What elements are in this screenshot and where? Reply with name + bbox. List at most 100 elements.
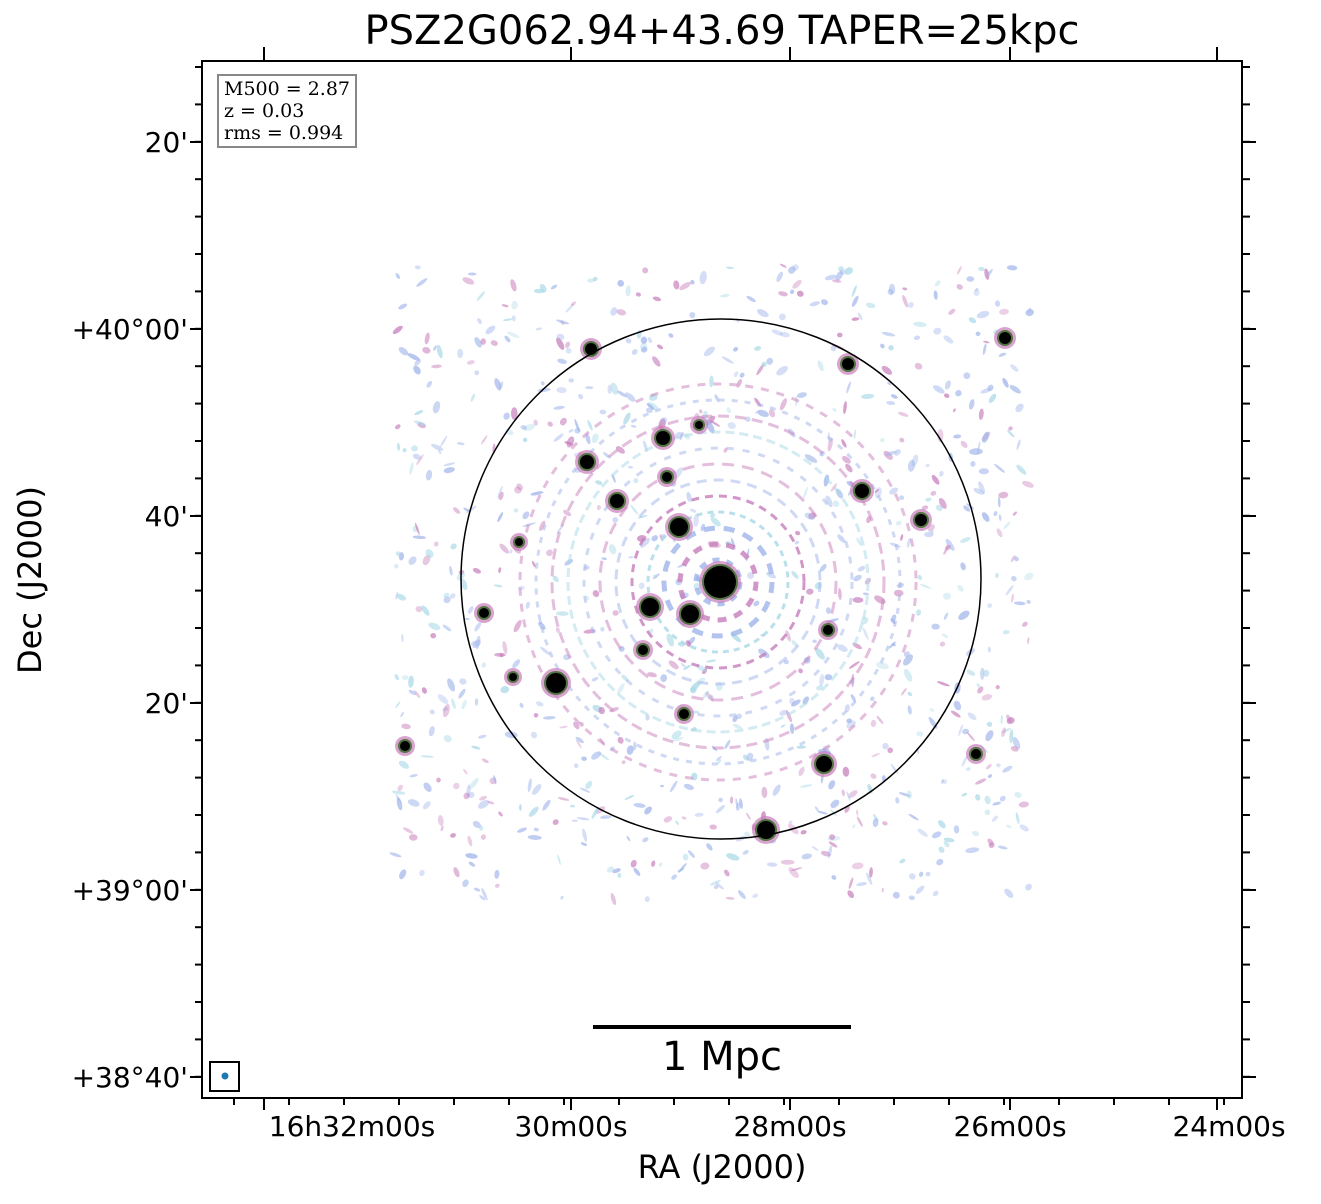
noise-speckle <box>900 534 904 541</box>
noise-speckle <box>819 563 827 572</box>
noise-speckle <box>530 731 538 739</box>
noise-speckle <box>846 381 851 394</box>
noise-speckle <box>933 385 945 394</box>
noise-speckle <box>843 401 847 415</box>
noise-speckle <box>987 838 994 846</box>
noise-speckle <box>723 447 728 453</box>
noise-speckle <box>1022 480 1034 488</box>
noise-speckle <box>660 417 668 424</box>
noise-speckle <box>580 842 588 846</box>
noise-speckle <box>414 359 422 366</box>
source-core <box>656 431 670 445</box>
noise-speckle <box>1001 728 1011 734</box>
noise-speckle <box>732 715 738 723</box>
noise-speckle <box>958 610 970 620</box>
rms-value: rms = 0.994 <box>224 122 344 144</box>
noise-speckle <box>958 724 963 737</box>
noise-speckle <box>428 622 441 630</box>
noise-speckle <box>478 799 490 809</box>
noise-speckle <box>999 308 1009 315</box>
noise-speckle <box>916 731 924 737</box>
source-core <box>915 514 927 526</box>
noise-speckle <box>397 784 403 792</box>
noise-speckle <box>720 293 730 298</box>
noise-speckle <box>892 891 900 899</box>
noise-speckle <box>576 817 590 821</box>
noise-speckle <box>865 302 876 309</box>
noise-speckle <box>1016 439 1021 450</box>
noise-speckle <box>628 556 634 559</box>
noise-speckle <box>467 606 474 614</box>
noise-speckle <box>462 277 475 285</box>
noise-speckle <box>389 852 402 858</box>
noise-speckle <box>471 745 481 750</box>
noise-speckle <box>1006 265 1018 271</box>
x-tick-label: 30m00s <box>514 1110 627 1143</box>
noise-speckle <box>478 734 487 739</box>
noise-speckle <box>414 410 424 415</box>
noise-speckle <box>966 669 976 676</box>
noise-speckle <box>709 375 714 388</box>
noise-speckle <box>501 304 509 308</box>
noise-speckle <box>729 796 734 804</box>
noise-speckle <box>539 520 546 531</box>
sidelobe-ring <box>534 398 902 766</box>
noise-speckle <box>498 381 504 390</box>
noise-speckle <box>956 266 962 275</box>
noise-speckle <box>794 540 800 545</box>
source-core <box>855 484 869 498</box>
noise-speckle <box>668 333 674 338</box>
noise-speckle <box>925 497 932 502</box>
noise-speckle <box>630 504 639 515</box>
noise-speckle <box>543 716 556 720</box>
noise-speckle <box>625 285 631 297</box>
noise-speckle <box>893 589 904 597</box>
noise-speckle <box>856 816 863 827</box>
noise-speckle <box>481 887 488 901</box>
noise-speckle <box>795 530 801 536</box>
noise-speckle <box>557 358 567 364</box>
x-tick-labels: 16h32m00s 30m00s 28m00s 26m00s 24m00s <box>269 1110 1286 1143</box>
noise-speckle <box>860 393 875 399</box>
noise-speckle <box>876 715 884 725</box>
noise-speckle <box>412 453 421 460</box>
noise-speckle <box>706 843 713 851</box>
noise-speckle <box>1024 572 1034 581</box>
noise-speckle <box>649 628 654 634</box>
noise-speckle <box>1016 464 1027 475</box>
noise-speckle <box>635 292 641 297</box>
noise-speckle <box>408 689 417 696</box>
noise-speckle <box>955 390 962 397</box>
noise-speckle <box>828 780 836 790</box>
noise-speckle <box>806 588 814 595</box>
noise-speckle <box>882 742 889 750</box>
noise-speckle <box>511 315 516 322</box>
noise-speckle <box>581 756 587 761</box>
noise-speckle <box>450 833 456 838</box>
noise-speckle <box>409 774 418 778</box>
noise-speckle <box>785 630 791 642</box>
source-core <box>546 673 566 693</box>
noise-speckle <box>733 371 739 378</box>
noise-speckle <box>1012 511 1017 516</box>
noise-speckle <box>653 574 657 579</box>
noise-speckle <box>1027 637 1030 645</box>
noise-speckle <box>504 335 511 343</box>
source-core <box>641 598 659 616</box>
noise-speckle <box>433 541 439 547</box>
noise-speckle <box>721 356 734 364</box>
noise-speckle <box>474 336 482 348</box>
noise-speckle <box>715 804 725 814</box>
noise-speckle <box>585 433 591 445</box>
noise-speckle <box>421 687 427 694</box>
noise-speckle <box>436 777 441 783</box>
noise-speckle <box>814 806 819 812</box>
noise-speckle <box>456 442 465 446</box>
noise-speckle <box>856 809 859 816</box>
y-tick-label: 20' <box>145 687 188 720</box>
noise-speckle <box>450 543 457 550</box>
noise-speckle <box>575 736 584 744</box>
noise-speckle <box>907 459 916 472</box>
noise-speckle <box>753 600 760 607</box>
noise-speckle <box>842 455 851 464</box>
